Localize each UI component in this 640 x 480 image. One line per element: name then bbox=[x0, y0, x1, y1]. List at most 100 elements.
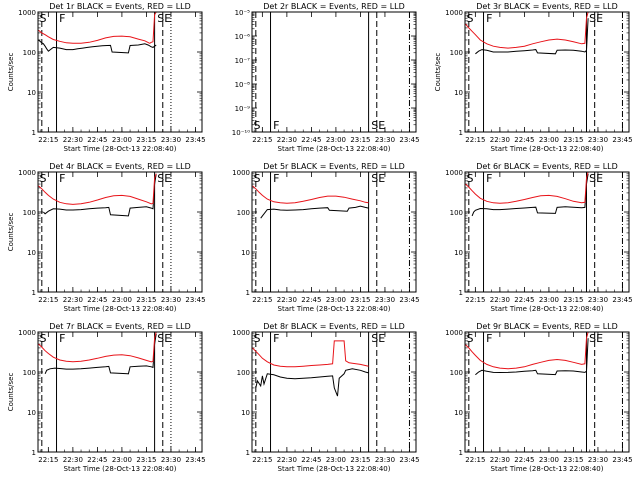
x-tick-label: 22:45 bbox=[514, 296, 534, 304]
x-tick-label: 23:15 bbox=[350, 456, 370, 464]
x-axis-label: Start Time (28-Oct-13 22:08:40) bbox=[64, 305, 177, 313]
x-tick-label: 23:30 bbox=[588, 136, 608, 144]
y-axis-label: Counts/sec bbox=[434, 53, 442, 92]
phase-marker: S bbox=[40, 172, 47, 185]
phase-marker: F bbox=[273, 119, 279, 132]
phase-marker: S bbox=[254, 332, 261, 345]
panel-det-2: Det 2r BLACK = Events, RED = LLD 10⁻¹⁰ 10⁻… bbox=[232, 2, 420, 153]
panel-title: Det 4r BLACK = Events, RED = LLD bbox=[49, 162, 191, 171]
x-tick-label: 22:30 bbox=[490, 136, 510, 144]
series-lld bbox=[465, 11, 589, 49]
y-tick-label: 10 bbox=[241, 249, 250, 257]
y-tick-label: 1 bbox=[246, 449, 250, 457]
x-tick-label: 23:00 bbox=[539, 296, 559, 304]
x-tick-label: 23:15 bbox=[136, 456, 156, 464]
y-tick-label: 10 bbox=[27, 89, 36, 97]
phase-marker: S bbox=[467, 12, 474, 25]
plot-frame bbox=[37, 331, 203, 453]
plot-frame bbox=[464, 11, 630, 133]
phase-marker: SE bbox=[589, 172, 603, 185]
x-tick-label: 22:45 bbox=[514, 456, 534, 464]
panel-det-5: Det 5r BLACK = Events, RED = LLD 1 10 100 10… bbox=[232, 162, 419, 313]
phase-marker: F bbox=[486, 332, 492, 345]
y-tick-label: 1 bbox=[246, 289, 250, 297]
x-tick-label: 23:00 bbox=[112, 456, 132, 464]
y-tick-label: 10⁻¹⁰ bbox=[232, 129, 250, 137]
x-tick-label: 23:30 bbox=[588, 296, 608, 304]
series-lld bbox=[252, 185, 369, 204]
y-tick-label: 10 bbox=[454, 89, 463, 97]
phase-marker: SE bbox=[371, 172, 385, 185]
y-tick-label: 1 bbox=[32, 129, 36, 137]
panel-det-8: Det 8r BLACK = Events, RED = LLD 1 10 100 10… bbox=[232, 322, 419, 473]
x-tick-label: 23:45 bbox=[185, 456, 205, 464]
series-events bbox=[44, 333, 157, 375]
series-lld bbox=[38, 331, 157, 363]
y-tick-label: 1 bbox=[459, 129, 463, 137]
panel-det-9: Det 9r BLACK = Events, RED = LLD 1 10 100 10… bbox=[445, 322, 632, 473]
x-tick-label: 22:45 bbox=[514, 136, 534, 144]
panel-det-6: Det 6r BLACK = Events, RED = LLD 1 10 100 10… bbox=[445, 162, 632, 313]
y-tick-label: 100 bbox=[450, 49, 463, 57]
phase-marker: F bbox=[273, 172, 279, 185]
y-tick-label: 10 bbox=[241, 409, 250, 417]
x-tick-label: 23:30 bbox=[375, 456, 395, 464]
y-tick-label: 10 bbox=[27, 249, 36, 257]
x-tick-label: 22:30 bbox=[490, 296, 510, 304]
plot-frame bbox=[37, 171, 203, 293]
x-tick-label: 23:45 bbox=[185, 296, 205, 304]
x-tick-label: 23:00 bbox=[112, 296, 132, 304]
phase-marker: SE bbox=[371, 332, 385, 345]
x-axis-label: Start Time (28-Oct-13 22:08:40) bbox=[278, 145, 391, 153]
x-tick-label: 22:45 bbox=[301, 136, 321, 144]
series-lld bbox=[465, 331, 589, 370]
phase-marker: F bbox=[486, 172, 492, 185]
x-tick-label: 22:15 bbox=[38, 456, 58, 464]
plot-frame bbox=[251, 11, 417, 133]
phase-marker: S bbox=[467, 332, 474, 345]
x-tick-label: 22:15 bbox=[252, 296, 272, 304]
y-tick-label: 1000 bbox=[445, 9, 463, 17]
panel-grid: Det 1r BLACK = Events, RED = LLD 1 10 100 10… bbox=[7, 2, 633, 473]
x-tick-label: 22:15 bbox=[252, 456, 272, 464]
x-tick-label: 22:15 bbox=[465, 296, 485, 304]
y-tick-label: 10⁻⁵ bbox=[235, 9, 251, 17]
x-tick-label: 23:15 bbox=[136, 296, 156, 304]
y-axis-label: Counts/sec bbox=[7, 53, 15, 92]
panel-title: Det 5r BLACK = Events, RED = LLD bbox=[263, 162, 405, 171]
phase-marker: F bbox=[59, 172, 65, 185]
series-lld bbox=[465, 171, 589, 204]
x-tick-label: 23:15 bbox=[563, 456, 583, 464]
x-tick-label: 23:00 bbox=[539, 456, 559, 464]
x-tick-label: 23:00 bbox=[112, 136, 132, 144]
x-tick-label: 23:45 bbox=[399, 456, 419, 464]
x-axis-label: Start Time (28-Oct-13 22:08:40) bbox=[491, 465, 604, 473]
y-tick-label: 100 bbox=[450, 209, 463, 217]
y-tick-label: 100 bbox=[23, 369, 36, 377]
x-tick-label: 23:15 bbox=[563, 296, 583, 304]
series-events bbox=[475, 18, 589, 55]
x-tick-label: 23:15 bbox=[350, 296, 370, 304]
y-axis-label: Counts/sec bbox=[7, 213, 15, 252]
y-tick-label: 1000 bbox=[445, 329, 463, 337]
phase-marker: SE bbox=[157, 172, 171, 185]
x-tick-label: 22:30 bbox=[277, 456, 297, 464]
phase-marker: SE bbox=[589, 332, 603, 345]
x-tick-label: 23:45 bbox=[612, 296, 632, 304]
phase-marker: SE bbox=[157, 12, 171, 25]
panel-det-4: Det 4r BLACK = Events, RED = LLD 1 10 100 10… bbox=[7, 162, 206, 313]
y-tick-label: 1000 bbox=[232, 169, 250, 177]
panel-det-1: Det 1r BLACK = Events, RED = LLD 1 10 100 10… bbox=[7, 2, 206, 153]
series-events bbox=[475, 338, 589, 376]
x-tick-label: 22:15 bbox=[465, 456, 485, 464]
x-tick-label: 23:15 bbox=[350, 136, 370, 144]
plot-frame bbox=[464, 331, 630, 453]
panel-title: Det 1r BLACK = Events, RED = LLD bbox=[49, 2, 191, 11]
panel-title: Det 9r BLACK = Events, RED = LLD bbox=[476, 322, 618, 331]
x-axis-label: Start Time (28-Oct-13 22:08:40) bbox=[64, 145, 177, 153]
y-tick-label: 1000 bbox=[232, 329, 250, 337]
y-tick-label: 1 bbox=[32, 449, 36, 457]
x-tick-label: 23:45 bbox=[185, 136, 205, 144]
plot-frame bbox=[251, 331, 417, 453]
